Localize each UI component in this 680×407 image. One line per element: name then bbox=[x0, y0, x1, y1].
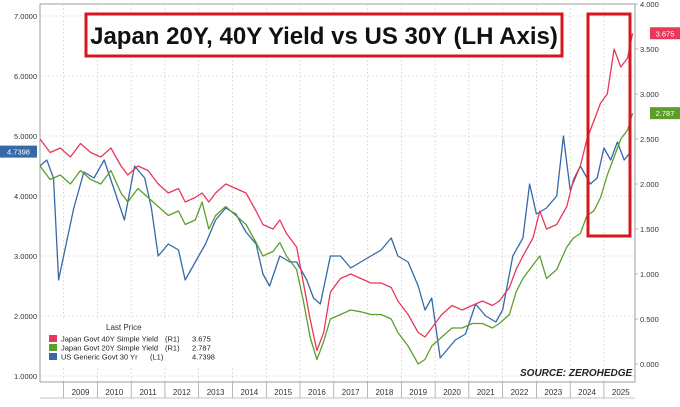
right-tick-label: 1.000 bbox=[640, 270, 659, 279]
last-value-tag-us-generic-govt-30-yr bbox=[0, 145, 37, 158]
right-tick-label: 4.000 bbox=[640, 0, 659, 9]
legend-swatch-jgb40 bbox=[49, 335, 57, 342]
chart-title: Japan 20Y, 40Y Yield vs US 30Y (LH Axis) bbox=[90, 23, 558, 50]
left-tick-label: 2.0000 bbox=[14, 312, 37, 321]
x-tick-label: 2017 bbox=[342, 388, 360, 397]
left-tick-label: 6.0000 bbox=[14, 72, 37, 81]
x-tick-label: 2019 bbox=[409, 388, 427, 397]
left-tick-label: 4.0000 bbox=[14, 192, 37, 201]
right-tick-label: 2.000 bbox=[640, 180, 659, 189]
legend-label-jgb40: Japan Govt 40Y Simple Yield bbox=[61, 335, 158, 344]
last-value-text-us-generic-govt-30-yr: 4.7398 bbox=[7, 148, 30, 157]
series-line-us-generic-govt-30-yr bbox=[39, 135, 632, 359]
x-tick-label: 2010 bbox=[105, 388, 123, 397]
last-value-tag-japan-govt-20y-simple-yield bbox=[650, 107, 680, 120]
legend-label-ust30: US Generic Govt 30 Yr bbox=[61, 353, 138, 362]
left-tick-label: 5.0000 bbox=[14, 132, 37, 141]
legend-axis-jgb20: (R1) bbox=[165, 344, 180, 353]
legend-swatch-ust30 bbox=[49, 353, 57, 360]
x-tick-label: 2009 bbox=[72, 388, 90, 397]
highlight-box bbox=[586, 12, 632, 238]
source-label: SOURCE: ZEROHEDGE bbox=[520, 368, 633, 379]
right-tick-label: 0.000 bbox=[640, 360, 659, 369]
x-tick-label: 2023 bbox=[544, 388, 562, 397]
legend-value-jgb20: 2.787 bbox=[192, 344, 211, 353]
x-tick-label: 2020 bbox=[443, 388, 461, 397]
x-tick-label: 2014 bbox=[240, 388, 258, 397]
x-tick-label: 2015 bbox=[274, 388, 292, 397]
x-tick-label: 2024 bbox=[578, 388, 596, 397]
legend-value-jgb40: 3.675 bbox=[192, 335, 211, 344]
x-tick-label: 2012 bbox=[173, 388, 191, 397]
right-tick-label: 1.500 bbox=[640, 225, 659, 234]
legend-background bbox=[44, 320, 242, 366]
x-axis: 2009 2010 2011 2012 2013 2014 2015 2016 2017 2018… bbox=[40, 382, 635, 399]
plot-area bbox=[39, 3, 636, 383]
series-line-japan-govt-40y-simple-yield bbox=[39, 33, 634, 352]
x-tick-label: 2013 bbox=[207, 388, 225, 397]
legend-swatch-jgb20 bbox=[49, 344, 57, 351]
x-tick-label: 2021 bbox=[477, 388, 495, 397]
title-box bbox=[84, 12, 564, 58]
x-tick-label: 2011 bbox=[139, 388, 157, 397]
x-tick-label: 2016 bbox=[308, 388, 326, 397]
last-value-text-japan-govt-40y-simple-yield: 3.675 bbox=[656, 29, 675, 38]
x-tick-label: 2025 bbox=[612, 388, 630, 397]
right-tick-label: 2.500 bbox=[640, 135, 659, 144]
last-value-tags: 4.7398 3.675 2.787 bbox=[0, 27, 680, 158]
x-tick-label: 2022 bbox=[511, 388, 529, 397]
last-value-tag-japan-govt-40y-simple-yield bbox=[650, 27, 680, 40]
series-line-japan-govt-20y-simple-yield bbox=[39, 113, 634, 365]
series-layer bbox=[39, 33, 634, 365]
left-tick-label: 3.0000 bbox=[14, 252, 37, 261]
right-tick-label: 3.500 bbox=[640, 45, 659, 54]
x-tick-label: 2018 bbox=[376, 388, 394, 397]
legend-label-jgb20: Japan Govt 20Y Simple Yield bbox=[61, 344, 158, 353]
legend-value-ust30: 4.7398 bbox=[192, 353, 215, 362]
left-tick-label: 7.0000 bbox=[14, 12, 37, 21]
right-axis: 0.000 0.500 1.000 1.500 2.000 2.500 3.000 3.500… bbox=[635, 0, 659, 369]
legend: Last Price Japan Govt 40Y Simple Yield (… bbox=[44, 320, 242, 366]
last-value-text-japan-govt-20y-simple-yield: 2.787 bbox=[656, 109, 675, 118]
legend-axis-ust30: (L1) bbox=[150, 353, 164, 362]
left-axis: 1.0000 2.0000 3.0000 4.0000 5.0000 6.0000 7.00… bbox=[14, 12, 37, 381]
legend-axis-jgb40: (R1) bbox=[165, 335, 180, 344]
right-tick-label: 0.500 bbox=[640, 315, 659, 324]
right-tick-label: 3.000 bbox=[640, 90, 659, 99]
legend-header: Last Price bbox=[106, 323, 142, 332]
left-tick-label: 1.0000 bbox=[14, 372, 37, 381]
